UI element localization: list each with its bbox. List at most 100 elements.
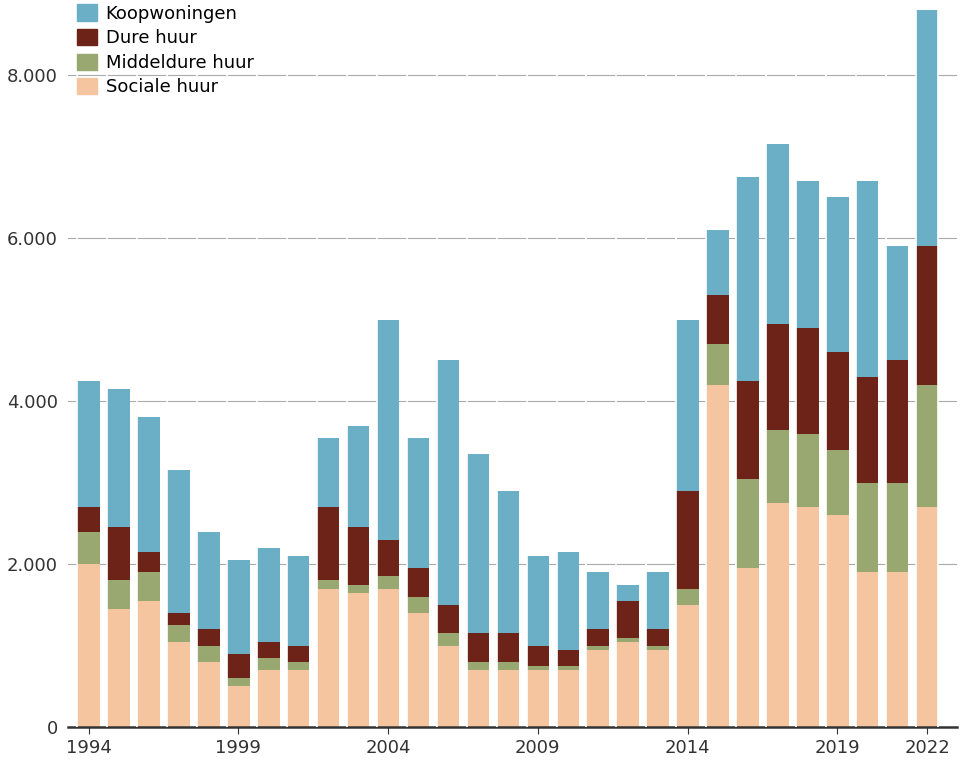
Bar (347, 426, 369, 527)
Bar (796, 507, 818, 727)
Bar (886, 483, 908, 572)
Bar (317, 581, 339, 588)
Bar (317, 588, 339, 727)
Bar (167, 625, 190, 642)
Bar (707, 295, 729, 344)
Bar (137, 572, 160, 601)
Bar (647, 572, 669, 630)
Bar (796, 181, 818, 328)
Bar (257, 642, 280, 658)
Bar (647, 630, 669, 646)
Bar (317, 507, 339, 581)
Bar (647, 646, 669, 650)
Bar (347, 584, 369, 593)
Bar (407, 568, 429, 597)
Bar (707, 230, 729, 295)
Bar (886, 246, 908, 361)
Bar (257, 670, 280, 727)
Bar (377, 319, 399, 539)
Bar (287, 670, 309, 727)
Bar (317, 438, 339, 507)
Bar (198, 532, 220, 630)
Bar (826, 197, 848, 352)
Bar (707, 344, 729, 385)
Bar (467, 662, 489, 670)
Bar (916, 10, 938, 246)
Bar (496, 490, 519, 633)
Bar (167, 613, 190, 625)
Bar (77, 564, 100, 727)
Bar (467, 670, 489, 727)
Bar (616, 584, 639, 601)
Bar (766, 144, 789, 324)
Bar (736, 568, 759, 727)
Bar (137, 552, 160, 572)
Bar (467, 633, 489, 662)
Bar (766, 324, 789, 429)
Bar (287, 556, 309, 646)
Bar (77, 507, 100, 532)
Bar (137, 601, 160, 727)
Bar (586, 650, 609, 727)
Bar (916, 246, 938, 385)
Bar (198, 630, 220, 646)
Bar (856, 572, 878, 727)
Bar (228, 654, 250, 678)
Bar (198, 662, 220, 727)
Bar (437, 633, 459, 646)
Bar (198, 646, 220, 662)
Bar (287, 662, 309, 670)
Bar (77, 532, 100, 564)
Bar (526, 670, 549, 727)
Bar (766, 429, 789, 503)
Bar (556, 650, 579, 666)
Bar (228, 678, 250, 687)
Bar (856, 483, 878, 572)
Bar (496, 670, 519, 727)
Bar (677, 588, 699, 605)
Bar (257, 548, 280, 642)
Bar (826, 515, 848, 727)
Legend: Koopwoningen, Dure huur, Middeldure huur, Sociale huur: Koopwoningen, Dure huur, Middeldure huur… (77, 5, 254, 96)
Bar (496, 633, 519, 662)
Bar (826, 352, 848, 450)
Bar (137, 417, 160, 552)
Bar (107, 581, 130, 609)
Bar (736, 176, 759, 380)
Bar (647, 650, 669, 727)
Bar (736, 478, 759, 568)
Bar (856, 377, 878, 483)
Bar (677, 605, 699, 727)
Bar (856, 181, 878, 377)
Bar (407, 438, 429, 568)
Bar (736, 380, 759, 478)
Bar (916, 507, 938, 727)
Bar (826, 450, 848, 515)
Bar (407, 613, 429, 727)
Bar (167, 642, 190, 727)
Bar (287, 646, 309, 662)
Bar (437, 646, 459, 727)
Bar (107, 609, 130, 727)
Bar (677, 490, 699, 588)
Bar (347, 593, 369, 727)
Bar (766, 503, 789, 727)
Bar (886, 361, 908, 483)
Bar (556, 552, 579, 650)
Bar (107, 389, 130, 527)
Bar (526, 556, 549, 646)
Bar (228, 560, 250, 654)
Bar (616, 642, 639, 727)
Bar (377, 539, 399, 576)
Bar (796, 434, 818, 507)
Bar (407, 597, 429, 613)
Bar (916, 385, 938, 507)
Bar (347, 527, 369, 584)
Bar (437, 605, 459, 633)
Bar (526, 646, 549, 666)
Bar (77, 380, 100, 507)
Bar (107, 527, 130, 581)
Bar (796, 328, 818, 434)
Bar (707, 385, 729, 727)
Bar (556, 670, 579, 727)
